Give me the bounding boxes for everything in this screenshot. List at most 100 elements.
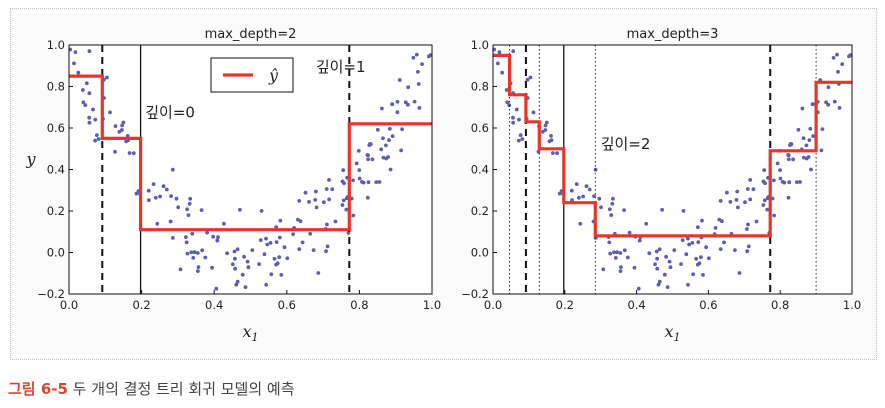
data-point (791, 157, 795, 162)
data-point (375, 127, 380, 132)
data-point (699, 255, 703, 260)
data-point (169, 194, 174, 199)
data-point (351, 213, 356, 218)
data-point (763, 181, 767, 186)
x-tick-label: 0.8 (771, 298, 789, 312)
data-point (625, 255, 630, 260)
data-point (660, 207, 664, 212)
data-point (357, 176, 362, 181)
data-point (788, 142, 793, 146)
data-point (314, 189, 318, 194)
data-point (687, 242, 691, 247)
data-point (536, 149, 541, 154)
data-point (185, 207, 190, 212)
x-tick-label: 0.4 (627, 298, 645, 312)
data-point (786, 157, 791, 162)
data-point (618, 251, 623, 255)
data-point (608, 251, 613, 256)
data-point (578, 221, 583, 226)
data-point (366, 157, 370, 162)
data-point (105, 75, 109, 80)
data-point (762, 198, 767, 203)
data-point (390, 102, 394, 107)
data-point (279, 273, 284, 277)
data-point (654, 249, 659, 254)
data-point (691, 272, 695, 277)
data-point (285, 256, 290, 261)
data-point (235, 247, 240, 252)
data-point (427, 54, 431, 59)
data-point (196, 269, 200, 273)
data-point (772, 178, 776, 183)
data-point (745, 249, 750, 254)
prediction-line (493, 53, 852, 238)
y-tick-label: 0.8 (471, 80, 489, 94)
y-tick-label: −0.2 (37, 287, 65, 301)
y-tick-label: 0.2 (47, 204, 65, 218)
data-point (395, 110, 400, 115)
data-point (268, 241, 273, 245)
data-point (170, 167, 175, 172)
data-point (686, 236, 690, 241)
data-point (113, 149, 117, 154)
data-point (599, 205, 603, 210)
data-point (811, 134, 815, 139)
data-point (158, 194, 163, 199)
data-point (200, 248, 205, 253)
data-point (327, 197, 331, 202)
data-point (746, 222, 750, 227)
data-point (124, 139, 128, 144)
data-point (632, 265, 637, 270)
data-point (500, 70, 505, 75)
chart-1: 0.0 0.2 0.4 0.6 0.8 1.0−0.20.00.20.40.60.81.0… (25, 27, 441, 344)
data-point (151, 182, 156, 187)
data-point (601, 267, 606, 272)
x-tick-label: 0.6 (278, 298, 296, 312)
data-point (365, 195, 370, 200)
y-tick-label: 0.0 (471, 246, 489, 260)
data-point (395, 99, 400, 104)
x-tick-label: 0.8 (350, 298, 368, 312)
data-point (341, 198, 346, 203)
data-point (761, 203, 766, 207)
data-point (584, 184, 589, 189)
data-point (153, 195, 158, 200)
data-point (174, 196, 179, 201)
data-point (264, 236, 268, 241)
data-point (497, 50, 502, 55)
data-point (314, 205, 319, 210)
data-point (216, 235, 220, 240)
data-point (265, 242, 270, 247)
data-point (696, 225, 700, 230)
data-point (274, 262, 278, 267)
x-axis-subscript: 1 (252, 331, 259, 344)
y-tick-label: 0.6 (471, 121, 489, 135)
y-tick-label: 1.0 (471, 38, 489, 52)
data-point (203, 255, 208, 260)
data-point (406, 102, 410, 107)
data-point (120, 123, 124, 128)
data-point (555, 151, 559, 156)
data-point (627, 230, 632, 235)
caption-text: 두 개의 결정 트리 회귀 모델의 예측 (67, 380, 295, 398)
data-point (269, 272, 274, 277)
data-point (233, 266, 238, 271)
data-point (694, 256, 699, 261)
data-point (826, 102, 831, 107)
data-point (517, 117, 521, 122)
y-tick-label: −0.2 (461, 287, 489, 301)
data-point (108, 110, 112, 115)
data-point (718, 199, 723, 203)
data-point (782, 180, 787, 185)
data-point (81, 100, 86, 105)
data-point (748, 178, 753, 182)
data-point (832, 99, 837, 104)
data-point (765, 207, 770, 212)
data-point (185, 251, 190, 256)
data-point (388, 167, 393, 172)
data-point (786, 195, 791, 200)
data-point (737, 271, 742, 275)
data-point (161, 184, 166, 189)
data-point (745, 187, 750, 191)
data-point (668, 265, 673, 270)
